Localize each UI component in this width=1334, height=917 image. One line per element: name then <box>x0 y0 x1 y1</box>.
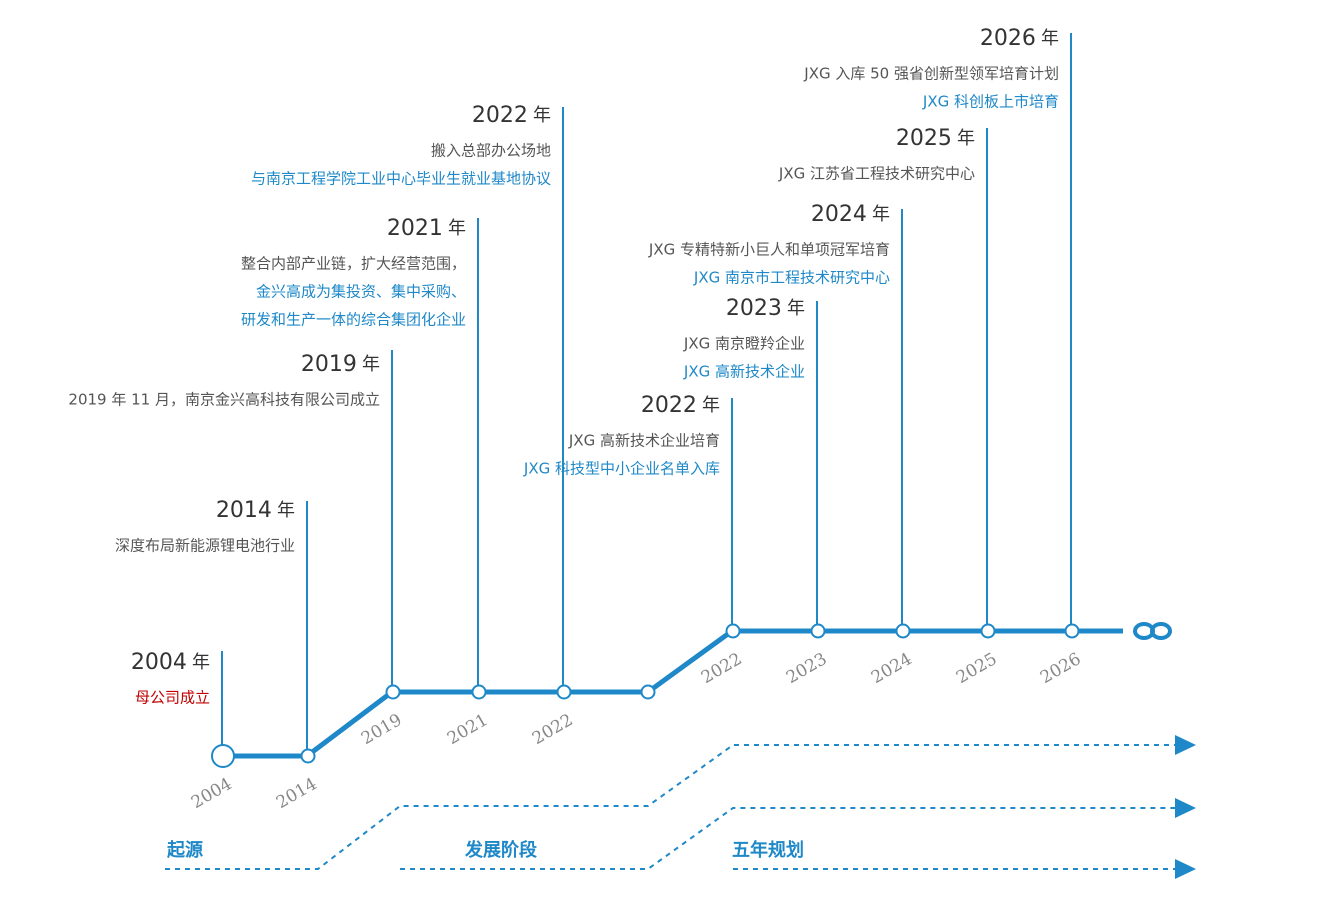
milestone-title: 2025 年 <box>896 126 975 151</box>
milestone-title: 2019 年 <box>301 352 380 377</box>
milestone-year: 2022 <box>641 393 697 418</box>
milestone-text: 深度布局新能源锂电池行业 <box>115 537 295 555</box>
timeline-node <box>895 623 911 639</box>
timeline-node <box>640 684 656 700</box>
milestone-unit: 年 <box>533 105 551 126</box>
axis-year-label: 2004 <box>188 774 235 813</box>
timeline-node <box>980 623 996 639</box>
phase-label: 发展阶段 <box>464 839 538 861</box>
timeline-node <box>385 684 401 700</box>
milestone-title: 2022 年 <box>472 103 551 128</box>
milestone-text: 母公司成立 <box>135 689 210 707</box>
milestone-text: JXG 南京市工程技术研究中心 <box>693 269 890 287</box>
axis-year-label: 2026 <box>1037 649 1084 688</box>
milestone-text: JXG 入库 50 强省创新型领军培育计划 <box>803 65 1059 83</box>
milestone-text: 2019 年 11 月，南京金兴高科技有限公司成立 <box>68 391 380 409</box>
milestone-text: 研发和生产一体的综合集团化企业 <box>241 311 466 329</box>
milestone-text: 整合内部产业链，扩大经营范围， <box>241 255 466 273</box>
axis-year-label: 2022 <box>529 710 576 749</box>
milestone-title: 2023 年 <box>726 296 805 321</box>
axis-year-label: 2019 <box>358 710 405 749</box>
milestone-unit: 年 <box>702 395 720 416</box>
milestone-year: 2014 <box>216 498 272 523</box>
milestone-text: JXG 科创板上市培育 <box>922 93 1059 111</box>
milestone-unit: 年 <box>362 354 380 375</box>
timeline-node <box>471 684 487 700</box>
milestone-text: JXG 高新技术企业 <box>683 363 805 381</box>
timeline-node <box>810 623 826 639</box>
milestone-unit: 年 <box>787 298 805 319</box>
axis-year-label: 2024 <box>868 649 915 688</box>
milestone-title: 2021 年 <box>387 216 466 241</box>
milestone-year: 2019 <box>301 352 357 377</box>
milestone-text: JXG 高新技术企业培育 <box>568 432 720 450</box>
milestone-title: 2024 年 <box>811 202 890 227</box>
milestone-year: 2025 <box>896 126 952 151</box>
milestone-year: 2022 <box>472 103 528 128</box>
axis-year-label: 2023 <box>783 649 830 688</box>
milestone-title: 2026 年 <box>980 26 1059 51</box>
timeline-track <box>223 628 1123 759</box>
dashed-arrows <box>165 744 1175 870</box>
milestone-text: JXG 科技型中小企业名单入库 <box>523 460 720 478</box>
milestone-unit: 年 <box>448 218 466 239</box>
milestone-text: 搬入总部办公场地 <box>431 142 551 160</box>
infinity-icon <box>1133 622 1172 640</box>
axis-year-label: 2025 <box>953 649 1000 688</box>
milestone-title: 2014 年 <box>216 498 295 523</box>
timeline-node <box>725 623 741 639</box>
timeline-node <box>556 684 572 700</box>
milestone-year: 2026 <box>980 26 1036 51</box>
axis-year-label: 2021 <box>444 710 491 749</box>
milestone-text: JXG 南京瞪羚企业 <box>683 335 805 353</box>
phase-label: 五年规划 <box>732 839 804 861</box>
milestone-title: 2004 年 <box>131 650 210 675</box>
milestone-unit: 年 <box>1041 28 1059 49</box>
timeline-node <box>211 744 235 768</box>
milestone-year: 2024 <box>811 202 867 227</box>
arrowheads <box>1175 735 1196 879</box>
milestone-text: JXG 专精特新小巨人和单项冠军培育 <box>648 241 890 259</box>
milestone-text: 金兴高成为集投资、集中采购、 <box>256 283 466 301</box>
milestone-year: 2004 <box>131 650 187 675</box>
axis-year-label: 2022 <box>698 649 745 688</box>
timeline-node <box>1064 623 1080 639</box>
milestone-title: 2022 年 <box>641 393 720 418</box>
milestone-unit: 年 <box>277 500 295 521</box>
milestone-year: 2021 <box>387 216 443 241</box>
milestone-year: 2023 <box>726 296 782 321</box>
milestone-text: JXG 江苏省工程技术研究中心 <box>778 165 975 183</box>
timeline-node <box>300 748 316 764</box>
phase-label: 起源 <box>166 839 203 861</box>
milestone-unit: 年 <box>957 128 975 149</box>
milestone-unit: 年 <box>192 652 210 673</box>
axis-year-label: 2014 <box>273 774 320 813</box>
milestone-text: 与南京工程学院工业中心毕业生就业基地协议 <box>251 170 551 188</box>
milestone-unit: 年 <box>872 204 890 225</box>
